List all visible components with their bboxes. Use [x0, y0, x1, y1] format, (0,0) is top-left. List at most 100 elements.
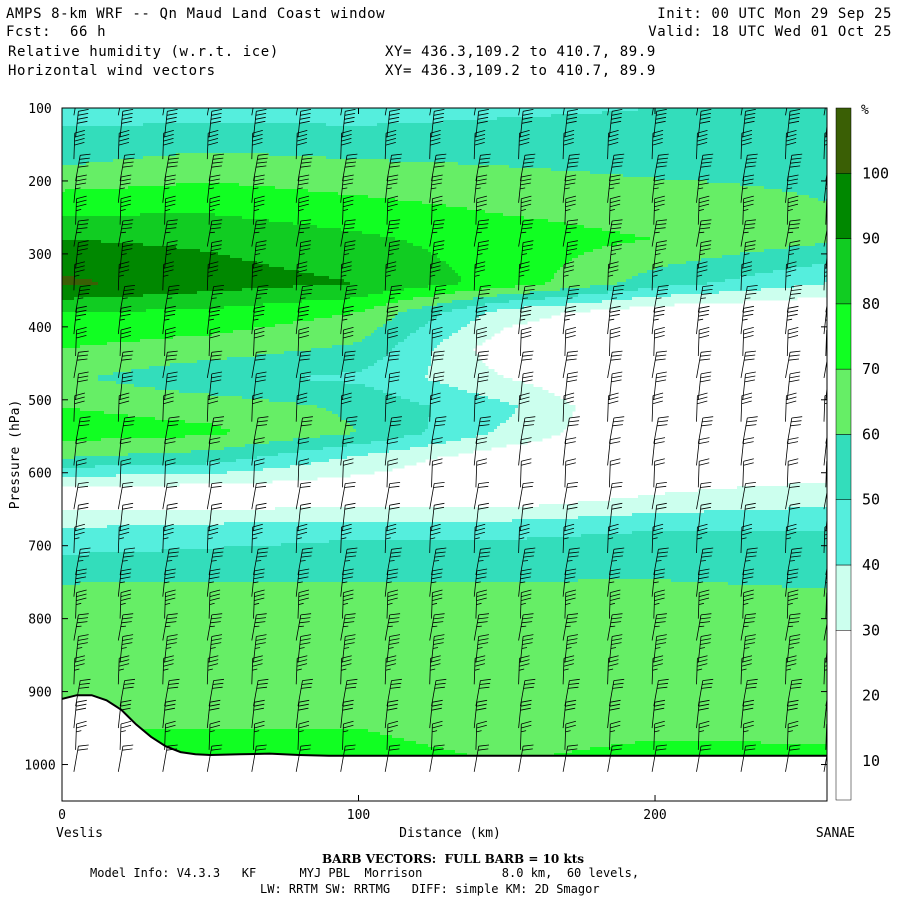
end-location-label: SANAE: [816, 826, 855, 841]
wind-barb: [164, 547, 180, 575]
wind-barb: [253, 589, 265, 619]
wind-barb: [742, 416, 758, 444]
wind-barb: [73, 568, 87, 597]
wind-barb: [429, 744, 445, 772]
wind-barb: [386, 458, 399, 488]
wind-barb: [823, 227, 827, 247]
wind-barb: [786, 285, 803, 313]
wind-barb: [75, 153, 91, 181]
wind-barb: [518, 568, 532, 597]
wind-barb: [295, 613, 312, 641]
start-location-label: Veslis: [56, 826, 103, 841]
wind-barb: [564, 195, 576, 225]
wind-barb: [518, 655, 530, 685]
wind-barb: [162, 305, 176, 335]
wind-barb: [473, 174, 488, 203]
wind-barb: [520, 285, 536, 313]
wind-barb: [73, 437, 87, 466]
wind-barb: [653, 285, 669, 313]
wind-barb: [742, 327, 754, 357]
wind-barb: [823, 752, 827, 772]
wind-barb: [786, 327, 799, 357]
wind-barb: [697, 240, 712, 269]
wind-barb: [825, 198, 827, 225]
wind-barb: [429, 568, 443, 597]
terrain-fill: [62, 695, 827, 801]
wind-barb: [786, 678, 803, 707]
wind-barb: [162, 482, 178, 510]
wind-barb: [696, 655, 708, 685]
wind-barb: [117, 613, 134, 641]
wind-barb: [429, 392, 441, 422]
wind-barb: [518, 613, 534, 641]
wind-barb: [653, 678, 669, 707]
wind-barb: [206, 699, 221, 729]
wind-barb: [607, 261, 619, 291]
wind-barb: [651, 437, 666, 466]
wind-barb: [742, 720, 754, 750]
wind-barb: [740, 130, 753, 160]
wind-barb: [653, 547, 669, 575]
wind-barb: [475, 285, 491, 313]
wind-barb: [340, 174, 354, 203]
wind-barb: [208, 416, 225, 444]
wind-barb: [562, 130, 575, 160]
wind-barb: [518, 482, 534, 510]
y-tick-label: 600: [28, 467, 51, 482]
wind-barb: [75, 720, 87, 750]
wind-barb: [162, 613, 178, 641]
wind-barb: [431, 153, 447, 181]
wind-barb: [429, 305, 443, 335]
wind-barb: [562, 392, 575, 422]
wind-barb: [73, 523, 86, 554]
wind-barb: [251, 523, 263, 554]
wind-barb: [785, 568, 799, 597]
wind-barb: [823, 439, 827, 466]
wind-barb: [562, 744, 579, 772]
wind-barb: [520, 458, 532, 488]
wind-barb: [785, 261, 797, 291]
wind-barb: [429, 261, 441, 291]
wind-barb: [740, 523, 753, 554]
wind-barb: [653, 416, 669, 444]
colorbar-bin: [835, 630, 852, 801]
wind-barb: [206, 744, 223, 772]
wind-barb: [297, 371, 312, 400]
wind-barb: [342, 720, 354, 750]
wind-barb: [651, 305, 666, 335]
wind-barb: [208, 371, 223, 400]
wind-barb: [473, 219, 490, 247]
wind-barb: [75, 240, 89, 269]
wind-barb: [653, 634, 667, 663]
wind-barb: [742, 547, 758, 575]
wind-barb: [340, 613, 356, 641]
wind-barb: [697, 109, 712, 138]
wind-barb: [340, 392, 352, 422]
wind-barb: [162, 699, 176, 729]
wind-barb: [609, 458, 621, 488]
wind-barb: [164, 285, 180, 313]
colorbar-tick-label: 60: [862, 425, 880, 443]
wind-barb: [697, 416, 714, 444]
wind-barb: [475, 416, 491, 444]
wind-barb: [740, 219, 756, 247]
wind-barb: [75, 327, 87, 357]
wind-barb: [562, 482, 579, 510]
wind-barb: [117, 437, 132, 466]
wind-barb: [429, 523, 441, 554]
axes: 100 200 300 400 500 600 700 800 900 1000 0 100 200 Pr…: [8, 102, 855, 841]
wind-barb: [564, 589, 576, 619]
wind-barb: [740, 174, 755, 203]
wind-barb: [609, 371, 623, 400]
wind-barb: [251, 130, 263, 160]
wind-barb: [740, 261, 753, 291]
wind-barb: [742, 109, 756, 138]
wind-barb: [786, 634, 801, 663]
wind-barb: [607, 699, 621, 729]
wind-barb: [785, 174, 799, 203]
wind-barb: [117, 744, 134, 772]
wind-barb: [208, 720, 221, 750]
wind-barb: [119, 634, 134, 663]
wind-barb: [564, 153, 580, 181]
